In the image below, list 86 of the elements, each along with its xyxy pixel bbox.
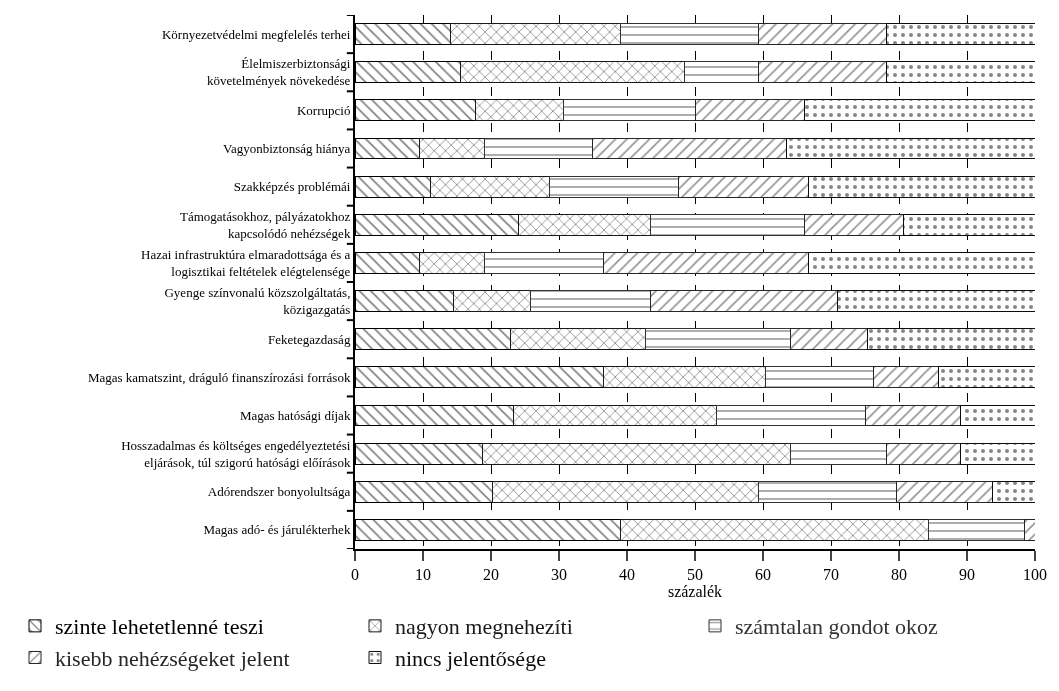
y-tick-label: Hazai infrastruktúra elmaradottsága és a logisztikai feltételek elégtelensége xyxy=(141,247,351,279)
bar xyxy=(459,61,686,84)
y-tick-label: Támogatásokhoz, pályázatokhoz kapcsolódó nehézségek xyxy=(180,208,351,241)
x-tick-label: 40 xyxy=(619,566,635,584)
bar xyxy=(902,213,1035,236)
bar xyxy=(928,518,1025,541)
x-tick-label: 50 xyxy=(687,566,703,584)
bar xyxy=(419,251,485,274)
text: nincs jelentősége xyxy=(395,646,546,672)
bar xyxy=(960,442,1035,465)
bar xyxy=(453,290,531,313)
bar xyxy=(789,328,869,351)
bar xyxy=(650,290,839,313)
bar xyxy=(864,404,962,427)
bar xyxy=(808,175,1035,198)
y-tick-label: Adórendszer bonyolultsága xyxy=(207,484,351,500)
bar xyxy=(562,99,696,122)
bar xyxy=(886,442,962,465)
bar xyxy=(419,137,485,160)
bar xyxy=(808,251,1035,274)
y-tick-label: Hosszadalmas és költséges engedélyeztetési eljárások, túl szigorú hatósági előírások xyxy=(121,437,351,470)
bar xyxy=(518,213,652,236)
bar xyxy=(992,480,1035,503)
x-tick-label: 30 xyxy=(551,566,567,584)
bar xyxy=(837,290,1035,313)
bar xyxy=(510,328,646,351)
bar xyxy=(644,328,791,351)
bar xyxy=(886,61,1035,84)
bar xyxy=(483,251,604,274)
bar xyxy=(896,480,994,503)
bar xyxy=(786,137,1035,160)
bar xyxy=(803,99,1035,122)
bar xyxy=(872,366,939,389)
bar xyxy=(764,366,874,389)
bar xyxy=(684,61,760,84)
bar xyxy=(591,137,788,160)
x-tick-label: 10 xyxy=(415,566,431,584)
x-axis-title: százalék xyxy=(667,583,723,601)
y-tick-label: Vagyonbiztonság hiánya xyxy=(222,141,351,157)
bar xyxy=(483,137,593,160)
x-tick-label: 60 xyxy=(755,566,771,584)
bar xyxy=(491,480,760,503)
bar xyxy=(694,99,805,122)
x-tick-label: 80 xyxy=(891,566,907,584)
bar xyxy=(602,366,766,389)
bar xyxy=(803,213,904,236)
bar xyxy=(474,99,564,122)
bar xyxy=(481,442,792,465)
bar xyxy=(602,251,810,274)
x-tick-label: 20 xyxy=(483,566,499,584)
x-tick-label: 100 xyxy=(1023,566,1047,584)
bar xyxy=(1023,518,1035,541)
bar xyxy=(937,366,1035,389)
bar xyxy=(449,23,622,46)
text: számtalan gondot okoz xyxy=(735,614,939,640)
bar xyxy=(529,290,652,313)
bar xyxy=(790,442,888,465)
bar xyxy=(619,518,930,541)
y-tick-label: Magas adó- és járulékterhek xyxy=(203,522,351,538)
bar xyxy=(429,175,550,198)
y-tick-label: Élelmiszerbiztonsági követelmények növekedése xyxy=(207,56,351,89)
text: kisebb nehézségeket jelent xyxy=(55,646,290,672)
bar xyxy=(867,328,1035,351)
y-tick-label: Korrupció xyxy=(296,102,351,118)
bar xyxy=(548,175,680,198)
text: nagyon megnehezíti xyxy=(395,614,573,640)
bar xyxy=(716,404,866,427)
text: szinte lehetetlenné teszi xyxy=(55,614,264,640)
bar xyxy=(758,23,888,46)
y-tick-label: Magas kamatszint, dráguló finanszírozási források xyxy=(87,369,351,385)
bar xyxy=(512,404,718,427)
bar xyxy=(758,480,898,503)
bar xyxy=(650,213,805,236)
x-tick-label: 70 xyxy=(823,566,839,584)
x-tick-label: 90 xyxy=(959,566,975,584)
bar xyxy=(758,61,888,84)
y-tick-label: Szakképzés problémái xyxy=(233,179,351,195)
x-tick-label: 0 xyxy=(351,566,359,584)
y-tick-label: Magas hatósági díjak xyxy=(239,408,351,424)
bar xyxy=(960,404,1035,427)
bar xyxy=(886,23,1035,46)
y-tick-label: Környezetvédelmi megfelelés terhei xyxy=(161,26,351,42)
y-tick-label: Gyenge színvonalú közszolgáltatás, közigazgatás xyxy=(164,285,351,318)
bar xyxy=(678,175,810,198)
y-tick-label: Feketegazdaság xyxy=(268,331,351,347)
bar xyxy=(620,23,760,46)
